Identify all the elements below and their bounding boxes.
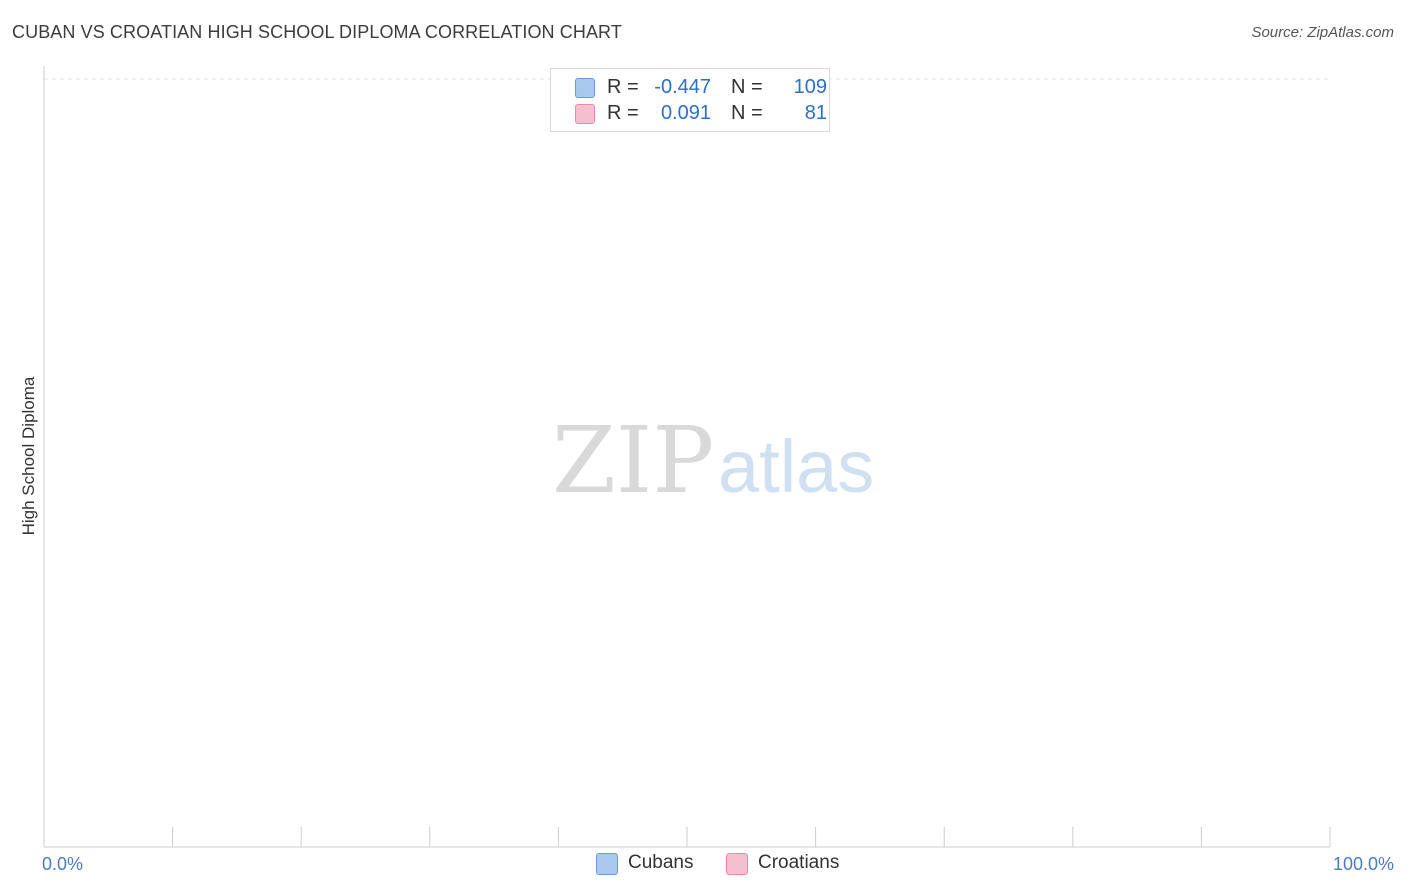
- x-tick-label-max: 100.0%: [1333, 854, 1394, 874]
- cubans-swatch: [575, 78, 595, 98]
- y-axis-label: High School Diploma: [19, 376, 38, 535]
- croatians-swatch: [575, 104, 595, 124]
- source-label: Source: ZipAtlas.com: [1251, 24, 1394, 41]
- croatians-n-value: 81: [804, 102, 827, 124]
- croatians-r-value: 0.091: [660, 102, 711, 124]
- cubans-legend-label: Cubans: [628, 852, 694, 873]
- watermark-atlas: atlas: [718, 425, 874, 508]
- x-ticks: [43, 827, 1331, 847]
- r-label: R =: [607, 76, 639, 98]
- n-label: N =: [731, 102, 763, 124]
- cubans-legend-swatch: [596, 853, 618, 875]
- r-label: R =: [607, 102, 639, 124]
- correlation-legend: R = -0.447 N = 109 R = 0.091 N = 81: [550, 68, 830, 132]
- cubans-n-value: 109: [793, 76, 827, 98]
- n-label: N =: [731, 76, 763, 98]
- croatians-legend-label: Croatians: [758, 852, 840, 873]
- watermark: ZIP atlas: [552, 407, 874, 514]
- watermark-zip: ZIP: [552, 407, 714, 514]
- croatians-legend-swatch: [726, 853, 748, 875]
- x-tick-label-min: 0.0%: [42, 854, 83, 874]
- chart-title: CUBAN VS CROATIAN HIGH SCHOOL DIPLOMA CO…: [12, 22, 622, 42]
- cubans-r-value: -0.447: [654, 76, 711, 98]
